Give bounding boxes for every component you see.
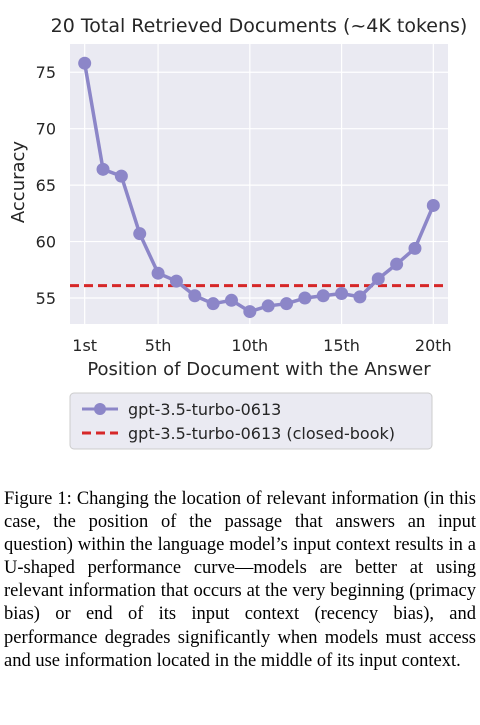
data-point: [97, 163, 110, 176]
data-point: [133, 227, 146, 240]
legend: gpt-3.5-turbo-0613 gpt-3.5-turbo-0613 (c…: [70, 393, 432, 449]
figure-caption: Figure 1: Changing the location of relev…: [4, 488, 476, 673]
legend-series-label: gpt-3.5-turbo-0613: [128, 400, 281, 419]
y-tick-label: 60: [36, 233, 56, 252]
data-point: [188, 289, 201, 302]
x-tick-label: 15th: [323, 336, 360, 355]
data-point: [335, 287, 348, 300]
data-point: [353, 290, 366, 303]
x-axis-label: Position of Document with the Answer: [87, 359, 431, 380]
y-tick-label: 70: [36, 120, 56, 139]
data-point: [317, 289, 330, 302]
x-axis: 1st 5th 10th 15th 20th: [72, 336, 451, 355]
x-tick-label: 20th: [415, 336, 452, 355]
data-point: [390, 258, 403, 271]
legend-series-marker-icon: [94, 403, 106, 415]
x-tick-label: 5th: [145, 336, 172, 355]
data-point: [372, 272, 385, 285]
x-tick-label: 10th: [231, 336, 268, 355]
chart-title: 20 Total Retrieved Documents (~4K tokens…: [51, 15, 468, 37]
accuracy-chart: 20 Total Retrieved Documents (~4K tokens…: [0, 0, 480, 480]
data-point: [78, 57, 91, 70]
data-point: [115, 170, 128, 183]
y-axis: 55 60 65 70 75: [36, 63, 56, 308]
data-point: [152, 267, 165, 280]
data-point: [170, 275, 183, 288]
data-point: [243, 305, 256, 318]
y-axis-label: Accuracy: [8, 141, 29, 224]
legend-reference-label: gpt-3.5-turbo-0613 (closed-book): [128, 424, 395, 443]
y-tick-label: 75: [36, 63, 56, 82]
data-point: [427, 199, 440, 212]
data-point: [408, 242, 421, 255]
data-point: [262, 299, 275, 312]
data-point: [225, 294, 238, 307]
y-tick-label: 65: [36, 176, 56, 195]
data-point: [280, 297, 293, 310]
data-point: [207, 297, 220, 310]
data-point: [298, 292, 311, 305]
y-tick-label: 55: [36, 289, 56, 308]
plot-area: [70, 44, 448, 324]
x-tick-label: 1st: [72, 336, 97, 355]
